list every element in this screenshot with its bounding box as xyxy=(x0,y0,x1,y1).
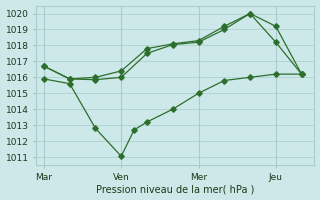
X-axis label: Pression niveau de la mer( hPa ): Pression niveau de la mer( hPa ) xyxy=(96,184,254,194)
